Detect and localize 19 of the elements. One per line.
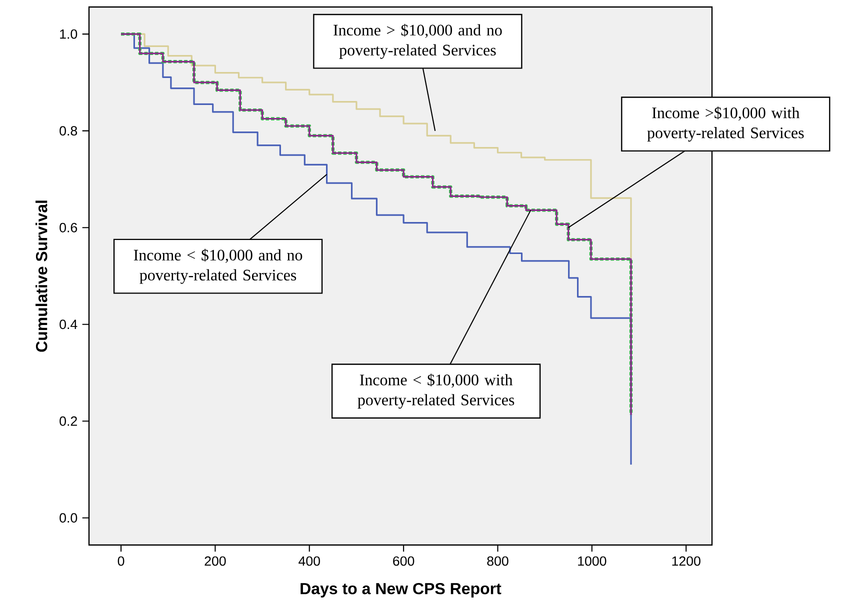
x-tick-label: 600	[393, 556, 414, 566]
y-tick-label: 0.4	[60, 320, 78, 330]
annotation: Income < $10,000 with poverty-related Services	[358, 374, 514, 409]
x-tick-label: 1200	[672, 556, 700, 566]
y-tick-label: 0.8	[60, 126, 78, 136]
annotation: Income >$10,000 with poverty-related Services	[647, 106, 804, 142]
x-tick-label: 1000	[578, 556, 606, 566]
x-tick-label: 400	[298, 556, 320, 566]
annotation: Income > $10,000 and no poverty-related Services	[334, 24, 502, 59]
x-tick-label: 200	[204, 556, 226, 566]
y-tick-label: 0.0	[60, 513, 78, 523]
annotation: Income < $10,000 and no poverty-related Services	[134, 248, 302, 284]
y-tick-label: 0.6	[60, 222, 78, 232]
y-tick-label: 1.0	[60, 29, 78, 39]
x-tick-label: 800	[487, 556, 508, 566]
x-axis-title: Days to a New CPS Report	[300, 582, 502, 598]
y-tick-label: 0.2	[60, 416, 77, 426]
x-tick-label: 0	[118, 556, 124, 566]
y-axis-title: Cumulative Survival	[36, 200, 48, 352]
